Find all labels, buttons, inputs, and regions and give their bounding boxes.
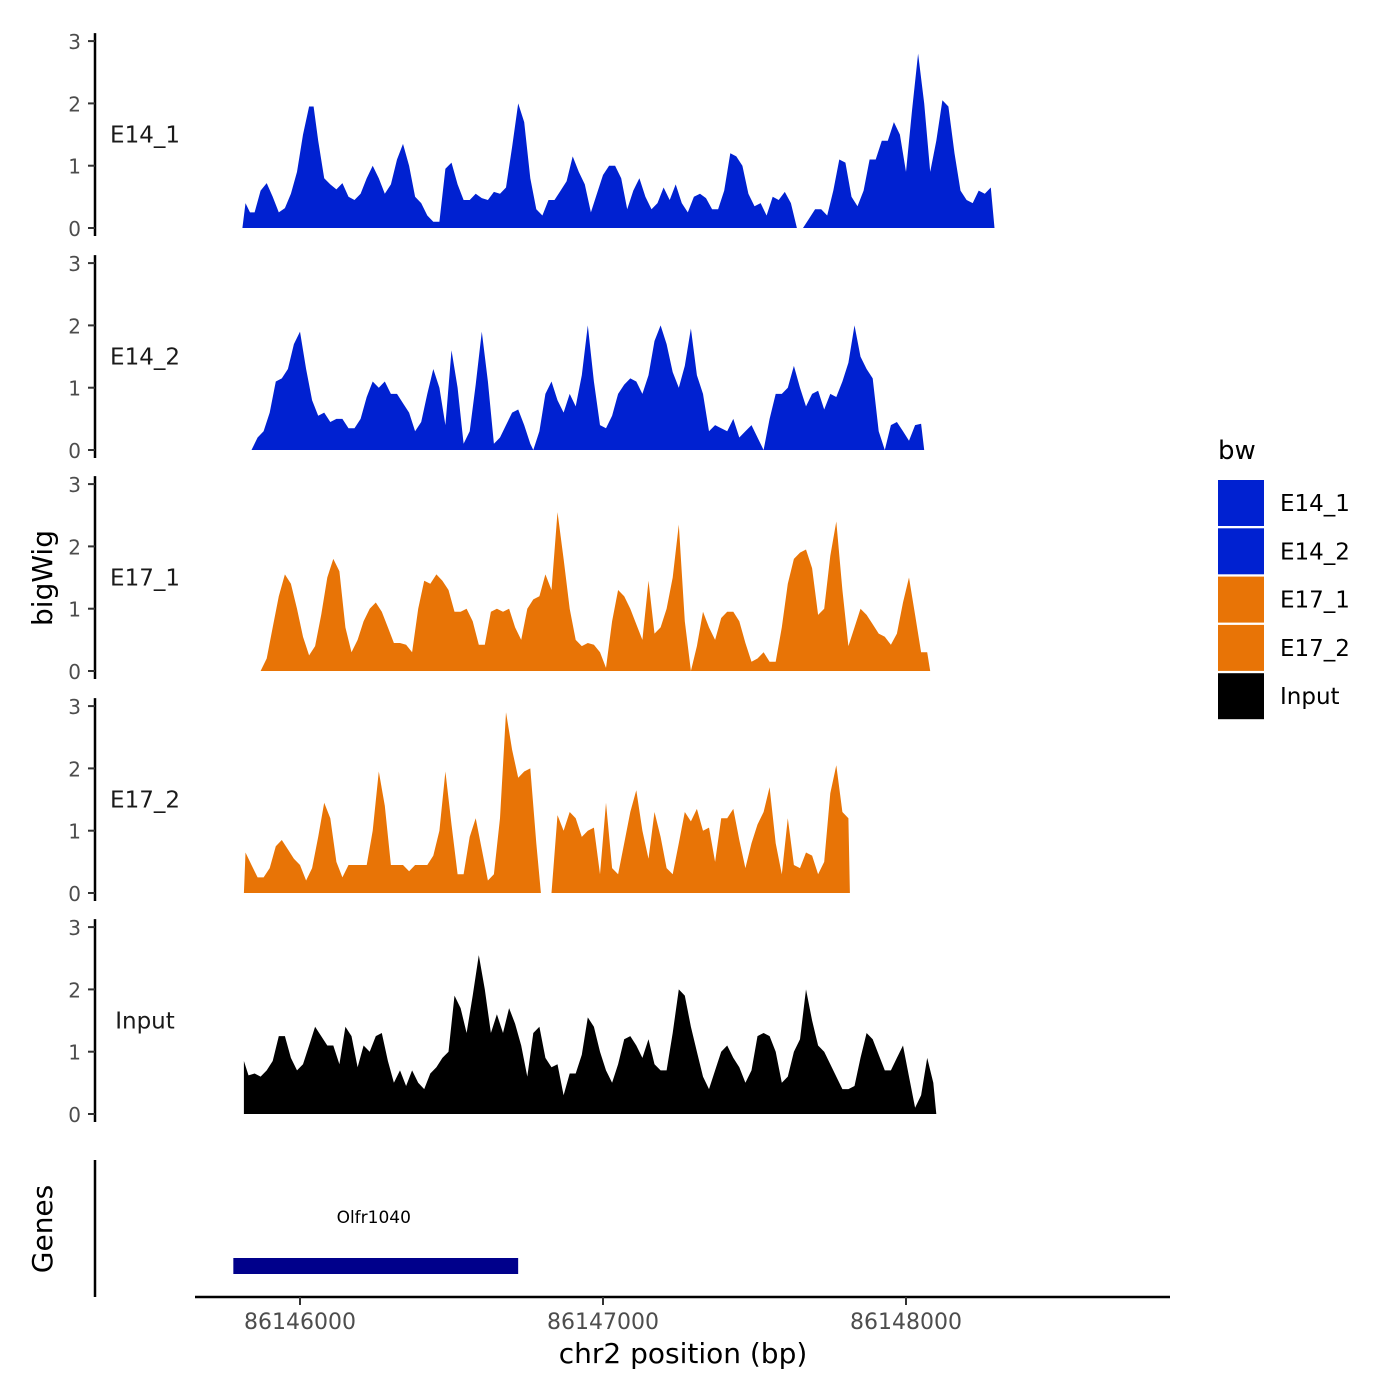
track-E14_2: 0 1 2 3 E14_2 xyxy=(68,252,925,463)
y-tick-label: 2 xyxy=(68,757,81,781)
track-Input: 0 1 2 3 Input xyxy=(68,916,937,1127)
y-tick-label: 0 xyxy=(68,660,81,684)
y-tick-label: 1 xyxy=(68,1041,81,1065)
y-tick-label: 1 xyxy=(68,155,81,179)
y-tick-label: 2 xyxy=(68,535,81,559)
track-E17_2: 0 1 2 3 E17_2 xyxy=(68,695,850,906)
signal-area-E17_2 xyxy=(243,712,850,893)
y-tick-label: 0 xyxy=(68,439,81,463)
legend-item-E17_2: E17_2 xyxy=(1218,624,1350,671)
legend-key xyxy=(1218,673,1264,720)
legend-label: Input xyxy=(1280,684,1340,710)
legend-label: E17_1 xyxy=(1280,588,1350,614)
y-tick-label: 0 xyxy=(68,217,81,241)
y-tick-label: 3 xyxy=(68,252,81,276)
legend-label: E14_1 xyxy=(1280,491,1350,517)
y-tick-label: 1 xyxy=(68,598,81,622)
track-label: E14_1 xyxy=(110,123,180,149)
legend-title: bw xyxy=(1218,436,1256,466)
signal-area-Input xyxy=(243,955,937,1114)
x-tick-label: 86147000 xyxy=(547,1310,659,1335)
track-label: Input xyxy=(115,1009,175,1035)
x-tick-label: 86148000 xyxy=(850,1310,962,1335)
y-tick-label: 1 xyxy=(68,377,81,401)
legend-item-E14_1: E14_1 xyxy=(1218,480,1350,526)
track-E14_1: 0 1 2 3 E14_1 xyxy=(68,30,995,241)
x-axis: 86146000 86147000 86148000 xyxy=(195,1295,1170,1335)
y-tick-label: 3 xyxy=(68,30,81,54)
y-tick-label: 2 xyxy=(68,314,81,338)
signal-area-E14_1 xyxy=(242,53,995,228)
gene-bar xyxy=(233,1258,519,1274)
legend-key xyxy=(1218,624,1264,671)
genes-panel: Genes Olfr1040 xyxy=(26,1160,519,1297)
y-tick-label: 2 xyxy=(68,978,81,1002)
tracks-area: 0 1 2 3 E14_1 0 1 2 3 E14_2 0 1 2 3 E17_1 0 1 2 3 E17_2 0 1 2 3… xyxy=(68,30,995,1127)
legend-key xyxy=(1218,528,1264,575)
signal-area-E17_1 xyxy=(260,512,931,671)
legend-item-E14_2: E14_2 xyxy=(1218,528,1350,575)
gene-label: Olfr1040 xyxy=(337,1208,411,1228)
y-tick-label: 0 xyxy=(68,1103,81,1127)
y-tick-label: 3 xyxy=(68,916,81,940)
track-label: E14_2 xyxy=(110,345,180,371)
y-tick-label: 2 xyxy=(68,92,81,116)
legend-key xyxy=(1218,480,1264,526)
y-tick-label: 3 xyxy=(68,695,81,719)
legend-label: E14_2 xyxy=(1280,539,1350,565)
y-tick-label: 1 xyxy=(68,820,81,844)
legend-item-Input: Input xyxy=(1218,673,1340,720)
y-axis-label: bigWig xyxy=(26,530,59,626)
legend-item-E17_1: E17_1 xyxy=(1218,576,1350,623)
track-E17_1: 0 1 2 3 E17_1 xyxy=(68,473,931,684)
legend-label: E17_2 xyxy=(1280,636,1350,662)
x-axis-label: chr2 position (bp) xyxy=(559,1337,808,1370)
signal-area-E14_2 xyxy=(251,325,925,450)
legend: bw E14_1 E14_2 E17_1 E17_2 Input xyxy=(1218,436,1350,720)
x-tick-label: 86146000 xyxy=(244,1310,356,1335)
y-tick-label: 3 xyxy=(68,473,81,497)
track-label: E17_2 xyxy=(110,788,180,814)
legend-key xyxy=(1218,576,1264,623)
y-tick-label: 0 xyxy=(68,882,81,906)
genes-panel-label: Genes xyxy=(26,1185,59,1273)
track-label: E17_1 xyxy=(110,566,180,592)
